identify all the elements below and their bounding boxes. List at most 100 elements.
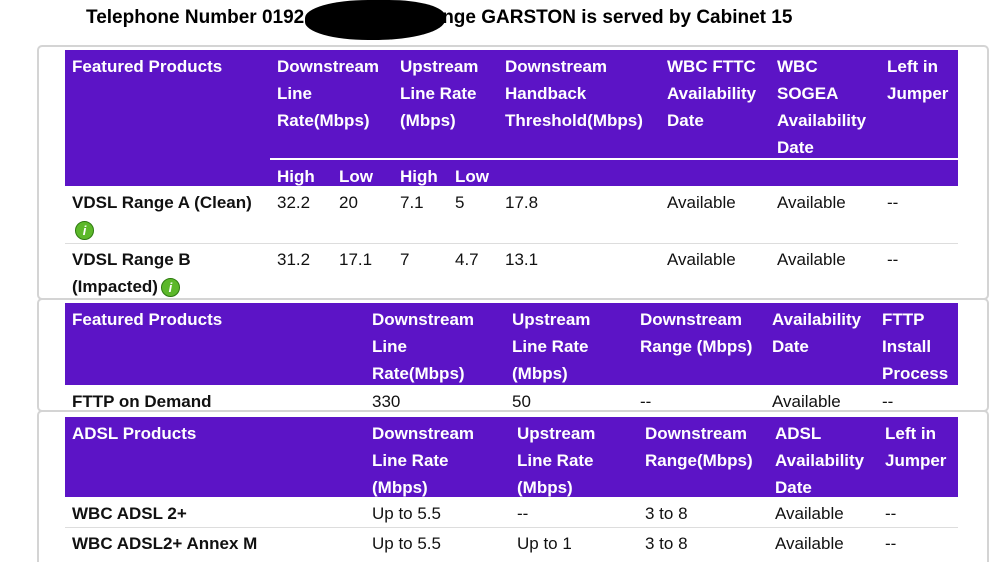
- cell-text: ADSL Products: [72, 424, 197, 443]
- cell-text: 31.2: [277, 250, 311, 269]
- cell-text: Available: [777, 193, 846, 212]
- cell: Available: [660, 186, 770, 243]
- cell-text: ADSL Availability Date: [775, 424, 865, 497]
- cell-text: Available: [772, 392, 841, 411]
- column-header: Upstream Line Rate (Mbps): [393, 50, 498, 158]
- cell-text: --: [887, 250, 899, 269]
- column-header: Left in Jumper: [878, 417, 958, 497]
- cell-text: Available: [667, 250, 736, 269]
- cell: 7.1: [393, 186, 448, 243]
- cell-text: Available: [777, 250, 846, 269]
- cell: 7: [393, 243, 448, 298]
- cell-text: 7: [400, 250, 410, 269]
- title-start: Telephone Number 0192: [86, 7, 305, 28]
- cell-text: 3 to 8: [645, 534, 688, 553]
- cell-text: --: [640, 392, 652, 411]
- cell-text: WBC ADSL2+ Annex M: [72, 534, 258, 553]
- cell: --: [875, 385, 958, 412]
- cell-text: 330: [372, 392, 401, 411]
- cell-text: FTTP Install Process: [882, 310, 949, 383]
- cell: 17.8: [498, 186, 660, 243]
- cell: 4.7: [448, 243, 498, 298]
- cell-text: 13.1: [505, 250, 539, 269]
- cell-text: --: [885, 534, 897, 553]
- cell-text: 7.1: [400, 193, 424, 212]
- cell: 50: [505, 385, 633, 412]
- row-label: WBC ADSL 2+: [65, 497, 365, 527]
- cell-text: 5: [455, 193, 465, 212]
- cell-text: WBC FTTC Availability Date: [667, 57, 757, 130]
- cell-text: Available: [775, 534, 844, 553]
- cell-text: Featured Products: [72, 57, 223, 76]
- column-header: WBC FTTC Availability Date: [660, 50, 770, 158]
- cell: 3 to 8: [638, 527, 768, 556]
- cell-text: VDSL Range A (Clean): [72, 193, 252, 212]
- cell-text: Downstream Range (Mbps): [640, 310, 753, 356]
- row-label: VDSL Range B (Impacted) i: [65, 243, 270, 298]
- cell-text: Low: [339, 167, 373, 186]
- cell: --: [633, 385, 765, 412]
- cell: Up to 1: [510, 527, 638, 556]
- cell-text: Downstream Handback Threshold(Mbps): [505, 57, 643, 130]
- row-separator: [65, 527, 958, 528]
- cell: --: [878, 497, 958, 527]
- row-label: FTTP on Demand: [65, 385, 365, 412]
- cell-text: WBC SOGEA Availability Date: [777, 57, 867, 157]
- cell: Available: [768, 497, 878, 527]
- cell: Available: [660, 243, 770, 298]
- cell-text: FTTP on Demand: [72, 392, 212, 411]
- sub-header: [498, 158, 958, 186]
- sub-header: High: [270, 158, 332, 186]
- cell-text: --: [885, 504, 897, 523]
- cell-text: VDSL Range B (Impacted): [72, 250, 191, 296]
- cell: 13.1: [498, 243, 660, 298]
- title: Telephone Number 0192 Exchange GARSTON is…: [86, 7, 792, 29]
- cell-text: --: [882, 392, 894, 411]
- column-header: Downstream Line Rate(Mbps): [270, 50, 393, 158]
- cell: Available: [765, 385, 875, 412]
- cell-text: Downstream Line Rate (Mbps): [372, 424, 475, 497]
- sub-header: Low: [332, 158, 393, 186]
- cell: 32.2: [270, 186, 332, 243]
- cell-text: Upstream Line Rate (Mbps): [512, 310, 591, 383]
- column-header: WBC SOGEA Availability Date: [770, 50, 880, 158]
- cell-text: --: [887, 193, 899, 212]
- sub-header: High: [393, 158, 448, 186]
- table-box: [37, 410, 989, 562]
- cell-text: Upstream Line Rate (Mbps): [400, 57, 479, 130]
- cell: 330: [365, 385, 505, 412]
- cell: 17.1: [332, 243, 393, 298]
- info-icon[interactable]: i: [75, 221, 94, 241]
- sub-header: Low: [448, 158, 498, 186]
- cell-text: Downstream Line Rate(Mbps): [277, 57, 380, 130]
- cell-text: Left in Jumper: [885, 424, 947, 470]
- column-header: ADSL Products: [65, 417, 365, 497]
- cell: --: [878, 527, 958, 556]
- cell-text: Up to 5.5: [372, 504, 441, 523]
- column-header: Downstream Line Rate (Mbps): [365, 417, 510, 497]
- column-header: Downstream Line Rate(Mbps): [365, 303, 505, 385]
- cell-text: Downstream Range(Mbps): [645, 424, 753, 470]
- cell: 31.2: [270, 243, 332, 298]
- row-separator: [65, 243, 958, 244]
- cell: 5: [448, 186, 498, 243]
- column-header: Availability Date: [765, 303, 875, 385]
- cell: --: [880, 243, 958, 298]
- info-icon[interactable]: i: [160, 278, 180, 298]
- cell-text: Up to 5.5: [372, 534, 441, 553]
- cell: Available: [770, 243, 880, 298]
- cell-text: High: [277, 167, 315, 186]
- cell: Available: [768, 527, 878, 556]
- cell-text: Left in Jumper: [887, 57, 949, 103]
- cell-text: Available: [667, 193, 736, 212]
- cell-text: Availability Date: [772, 310, 862, 356]
- column-header: Left in Jumper: [880, 50, 958, 158]
- cell: --: [510, 497, 638, 527]
- cell: 3 to 8: [638, 497, 768, 527]
- row-label: WBC ADSL2+ Annex M: [65, 527, 365, 556]
- column-header: Upstream Line Rate (Mbps): [510, 417, 638, 497]
- column-header: Downstream Range (Mbps): [633, 303, 765, 385]
- cell-text: Featured Products: [72, 310, 223, 329]
- column-header: Downstream Range(Mbps): [638, 417, 768, 497]
